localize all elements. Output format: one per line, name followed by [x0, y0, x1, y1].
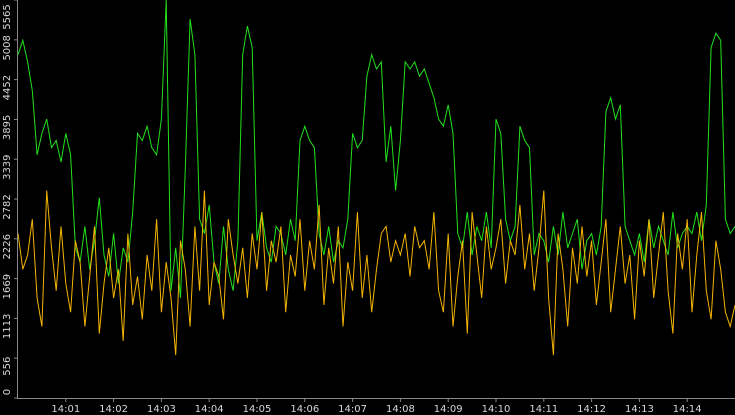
- x-tick-label: 14:07: [338, 404, 367, 415]
- x-tick-label: 14:03: [147, 404, 176, 415]
- x-tick-label: 14:08: [386, 404, 415, 415]
- x-tick-label: 14:11: [529, 404, 558, 415]
- x-tick-label: 14:05: [243, 404, 272, 415]
- x-tick-label: 14:04: [195, 404, 224, 415]
- series-line: [17, 0, 735, 298]
- y-tick-label: 1113: [2, 314, 13, 339]
- y-tick-label: 3895: [2, 115, 13, 140]
- x-tick-label: 14:13: [625, 404, 654, 415]
- y-tick-label: 1669: [2, 274, 13, 299]
- x-tick-label: 14:09: [434, 404, 463, 415]
- x-tick-label: 14:14: [673, 404, 702, 415]
- x-tick-label: 14:06: [290, 404, 319, 415]
- series-line: [17, 190, 735, 356]
- x-tick-label: 14:02: [99, 404, 128, 415]
- y-tick-label: 2782: [2, 194, 13, 219]
- y-tick-label: 556: [2, 357, 13, 376]
- x-tick-label: 14:10: [482, 404, 511, 415]
- x-tick-label: 14:12: [577, 404, 606, 415]
- y-tick-label: 2226: [2, 234, 13, 259]
- y-tick-label: 4452: [2, 75, 13, 100]
- x-tick-label: 14:01: [51, 404, 80, 415]
- y-tick-label: 5565: [2, 4, 13, 29]
- y-tick-label: 0: [2, 389, 13, 395]
- y-tick-label: 3339: [2, 154, 13, 179]
- y-tick-label: 5008: [2, 35, 13, 60]
